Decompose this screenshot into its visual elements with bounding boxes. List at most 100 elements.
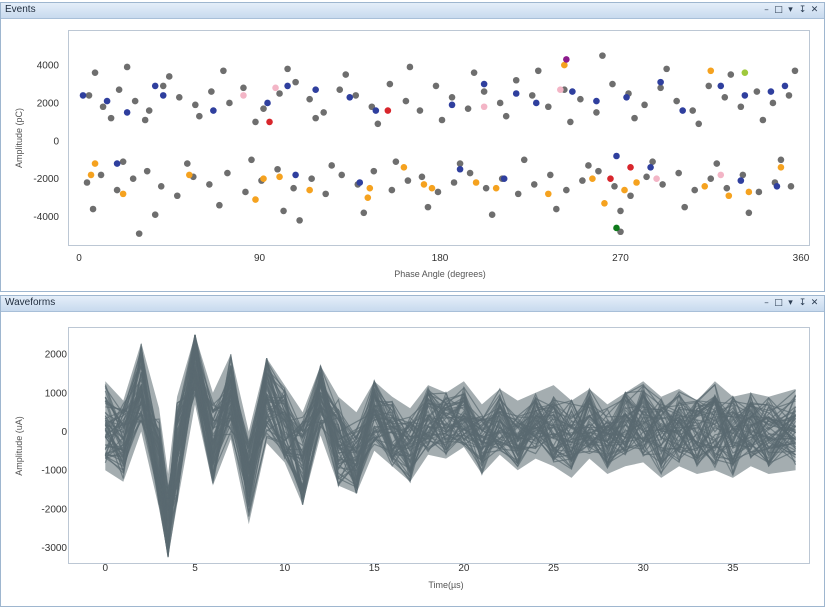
scatter-point <box>502 112 510 120</box>
scatter-point <box>320 109 327 116</box>
scatter-point <box>392 158 400 165</box>
scatter-point <box>791 67 799 75</box>
scatter-point <box>723 184 731 192</box>
scatter-point <box>404 177 412 184</box>
scatter-point <box>192 101 199 109</box>
scatter-point <box>787 182 795 190</box>
scatter-point <box>159 82 167 90</box>
scatter-point <box>386 80 394 88</box>
scatter-point <box>370 167 378 175</box>
scatter-point <box>99 103 107 111</box>
scatter-point <box>663 65 670 73</box>
scatter-point <box>240 92 247 99</box>
scatter-point <box>675 169 682 177</box>
scatter-point <box>274 165 281 173</box>
close-icon[interactable]: ✕ <box>810 298 819 308</box>
scatter-point <box>248 156 255 164</box>
waveform-trace <box>105 347 796 558</box>
scatter-point <box>595 167 602 175</box>
events-titlebar[interactable]: Events – □ ▾ ↧ ✕ <box>1 3 824 19</box>
waveforms-titlebar[interactable]: Waveforms – □ ▾ ↧ ✕ <box>1 296 824 312</box>
scatter-point <box>113 160 121 167</box>
scatter-point <box>184 160 191 167</box>
scatter-point <box>85 92 93 99</box>
y-axis-label: Amplitude (uA) <box>14 416 24 476</box>
scatter-point <box>741 69 749 76</box>
scatter-point <box>512 76 520 84</box>
scatter-point <box>785 92 793 99</box>
scatter-point <box>456 160 464 167</box>
scatter-point <box>567 118 574 126</box>
x-tick-label: 180 <box>432 253 449 264</box>
scatter-point <box>418 173 426 181</box>
scatter-point <box>210 107 217 114</box>
events-scatter-chart[interactable]: 0 90 180 270 360 4000 2000 0 -2000 -4000 Phase Ang… <box>1 3 825 293</box>
scatter-point <box>159 92 167 99</box>
scatter-point <box>280 207 287 215</box>
scatter-point <box>532 99 540 107</box>
scatter-point <box>701 182 709 190</box>
scatter-point <box>613 224 620 232</box>
scatter-point <box>450 179 458 186</box>
scatter-point <box>260 175 267 183</box>
scatter-point <box>480 103 488 111</box>
scatter-point <box>145 107 153 114</box>
scatter-point <box>206 181 213 188</box>
dropdown-icon[interactable]: ▾ <box>788 5 793 15</box>
scatter-point <box>366 184 374 192</box>
scatter-point <box>216 201 223 209</box>
scatter-point <box>264 99 271 107</box>
events-title: Events <box>5 4 36 15</box>
scatter-point <box>97 171 105 179</box>
scatter-point <box>707 67 715 75</box>
scatter-point <box>631 114 638 122</box>
maximize-icon[interactable]: □ <box>774 5 783 15</box>
scatter-point <box>727 71 735 78</box>
pin-icon[interactable]: ↧ <box>798 298 807 308</box>
x-axis-label: Time(µs) <box>428 580 463 590</box>
waveform-trace <box>105 340 796 553</box>
scatter-point <box>119 190 127 198</box>
scatter-point <box>647 164 654 171</box>
y-tick-label: 4000 <box>37 61 60 72</box>
scatter-point <box>585 162 592 169</box>
scatter-point <box>312 114 319 122</box>
dropdown-icon[interactable]: ▾ <box>788 298 793 308</box>
scatter-point <box>360 209 368 217</box>
minimize-icon[interactable]: – <box>764 5 769 15</box>
waveforms-panel: Waveforms – □ ▾ ↧ ✕ 0 5 10 15 20 25 30 35 2000 10… <box>0 295 825 607</box>
scatter-point <box>143 167 151 175</box>
scatter-point <box>745 188 753 196</box>
scatter-point <box>643 173 650 181</box>
scatter-point <box>103 97 111 105</box>
waveform-trace <box>105 349 796 545</box>
waveforms-line-chart[interactable]: 0 5 10 15 20 25 30 35 2000 1000 0 -1000 -2000 -3000 Ti… <box>1 296 825 608</box>
scatter-point <box>272 84 279 92</box>
scatter-point <box>306 186 313 194</box>
scatter-point <box>627 164 634 171</box>
scatter-point <box>292 78 299 86</box>
y-tick-label: 2000 <box>45 350 68 361</box>
scatter-point <box>276 173 283 181</box>
scatter-point <box>472 179 480 186</box>
scatter-point <box>563 186 570 194</box>
scatter-point <box>689 107 696 114</box>
scatter-point <box>777 164 785 171</box>
scatter-point <box>346 93 354 101</box>
scatter-point <box>593 109 600 116</box>
pin-icon[interactable]: ↧ <box>798 5 807 15</box>
scatter-point <box>186 171 193 179</box>
scatter-point <box>488 211 496 218</box>
scatter-point <box>276 90 283 97</box>
scatter-point <box>657 84 664 92</box>
scatter-point <box>607 175 614 183</box>
scatter-point <box>89 205 97 213</box>
maximize-icon[interactable]: □ <box>774 298 783 308</box>
scatter-point <box>173 192 181 200</box>
scatter-point <box>721 93 729 101</box>
scatter-point <box>260 105 267 112</box>
close-icon[interactable]: ✕ <box>810 5 819 15</box>
x-tick-label: 5 <box>192 563 198 574</box>
minimize-icon[interactable]: – <box>764 298 769 308</box>
scatter-point <box>384 107 392 114</box>
